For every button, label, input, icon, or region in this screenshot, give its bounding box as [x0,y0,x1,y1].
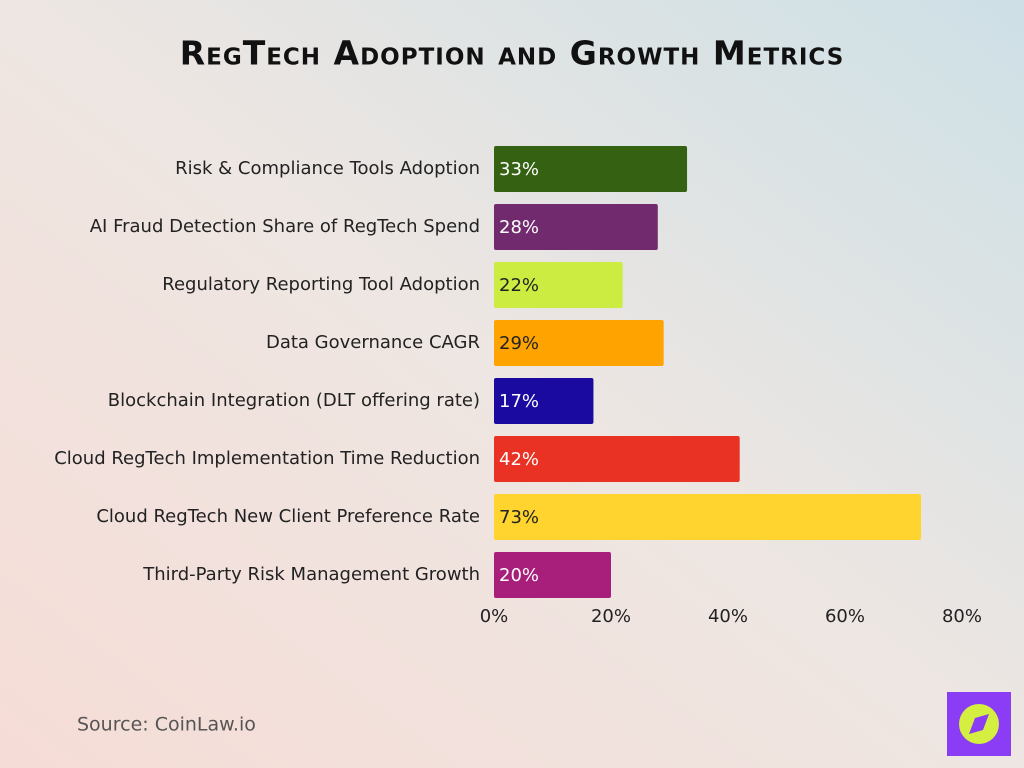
y-tick-label: AI Fraud Detection Share of RegTech Spen… [90,216,480,237]
x-tick-label: 80% [942,606,982,627]
value-label: 33% [499,159,539,180]
y-tick-label: Regulatory Reporting Tool Adoption [162,274,480,295]
bar [494,494,922,540]
source: Source: CoinLaw.io [77,714,256,736]
value-label: 17% [499,391,539,412]
bar [494,436,740,482]
x-tick-label: 0% [480,606,509,627]
y-tick-label: Cloud RegTech Implementation Time Reduct… [54,448,480,469]
bar [494,204,658,250]
value-label: 42% [499,449,539,470]
bar [494,552,611,598]
logo [947,692,1011,756]
value-label: 28% [499,217,539,238]
value-label: 22% [499,275,539,296]
value-label: 20% [499,565,539,586]
chart-title: RegTech Adoption and Growth Metrics [180,34,845,73]
x-tick-label: 20% [591,606,631,627]
y-tick-label: Blockchain Integration (DLT offering rat… [108,390,480,411]
y-tick-label: Cloud RegTech New Client Preference Rate [96,506,480,527]
x-tick-label: 60% [825,606,865,627]
value-label: 73% [499,507,539,528]
y-tick-label: Third-Party Risk Management Growth [142,564,480,585]
bar [494,262,623,308]
value-label: 29% [499,333,539,354]
x-tick-label: 40% [708,606,748,627]
y-tick-label: Risk & Compliance Tools Adoption [175,158,480,179]
y-tick-label: Data Governance CAGR [266,332,480,353]
bar [494,146,688,192]
bar [494,378,594,424]
bar [494,320,664,366]
